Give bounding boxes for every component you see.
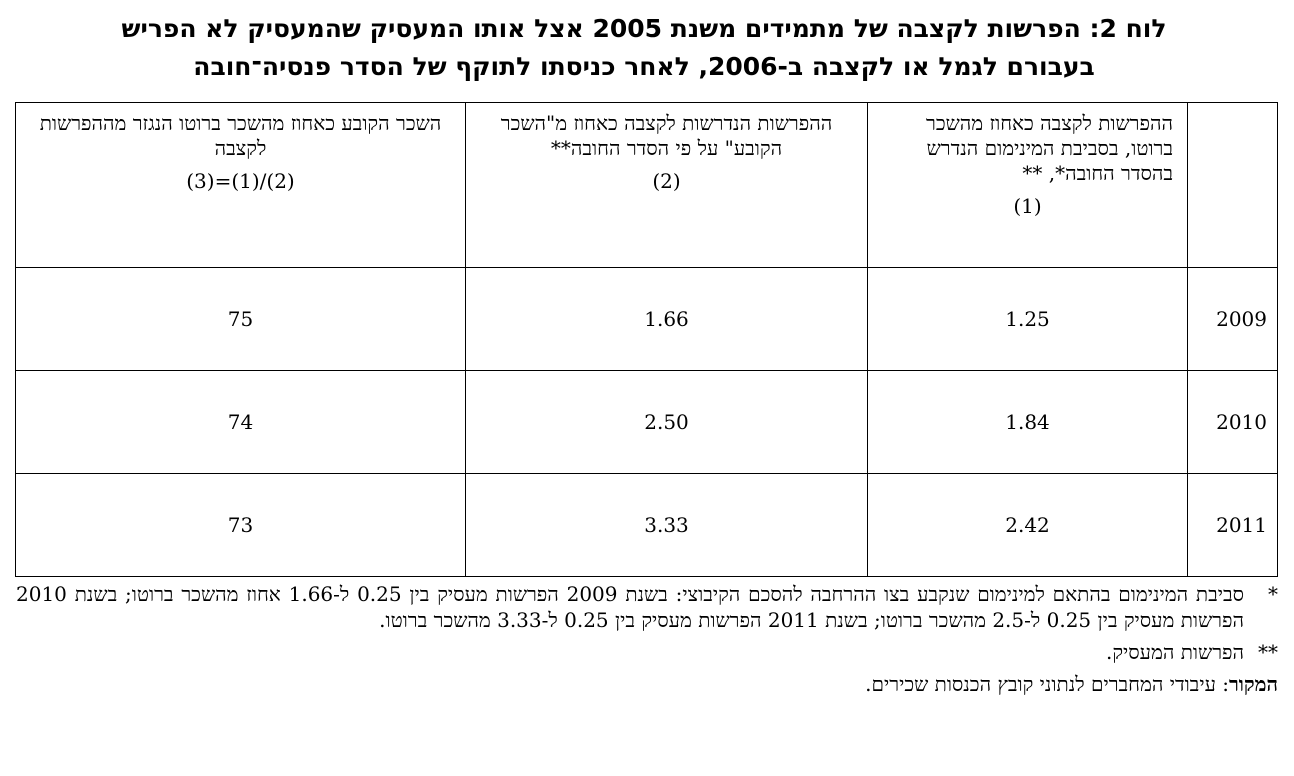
- footnote-1-mark: *: [1268, 582, 1278, 606]
- header-column-3-number: (3)=(1)/(2): [186, 169, 295, 193]
- footnotes: * סביבת המינימום בהתאם למינימום שנקבע בצ…: [16, 581, 1278, 697]
- cell-column-3: 75: [15, 267, 466, 371]
- header-column-2: ההפרשות הנדרשות לקצבה כאחוז מ"השכר הקובע…: [465, 102, 868, 268]
- contributions-table: ההפרשות לקצבה כאחוז מהשכר ברוטו, בסביבת …: [15, 102, 1278, 577]
- source-label: המקור: [1228, 672, 1278, 696]
- header-column-1-number: (1): [1013, 194, 1042, 218]
- footnote-2: ** הפרשות המעסיק.: [16, 639, 1278, 665]
- table-header-row: ההפרשות לקצבה כאחוז מהשכר ברוטו, בסביבת …: [15, 102, 1278, 268]
- cell-column-2: 2.50: [465, 370, 868, 474]
- footnote-1-text: סביבת המינימום בהתאם למינימום שנקבע בצו …: [16, 582, 1244, 632]
- header-column-3: השכר הקובע כאחוז מהשכר ברוטו הנגזר מההפר…: [15, 102, 466, 268]
- header-column-1: ההפרשות לקצבה כאחוז מהשכר ברוטו, בסביבת …: [867, 102, 1188, 268]
- footnote-2-text: הפרשות המעסיק.: [1106, 640, 1244, 664]
- source-text: : עיבודי המחברים לנתוני קובץ הכנסות שכיר…: [865, 672, 1229, 696]
- cell-column-1: 2.42: [867, 473, 1188, 577]
- footnote-1: * סביבת המינימום בהתאם למינימום שנקבע בצ…: [16, 581, 1278, 633]
- table-row: 2010 1.84 2.50 74: [15, 370, 1278, 474]
- cell-column-3: 73: [15, 473, 466, 577]
- table-title-line-2: בעבורם לגמל או לקצבה ב-2006, לאחר כניסתו…: [193, 52, 1095, 81]
- cell-column-1: 1.25: [867, 267, 1188, 371]
- row-year: 2009: [1187, 267, 1278, 371]
- table-row: 2009 1.25 1.66 75: [15, 267, 1278, 371]
- table-row: 2011 2.42 3.33 73: [15, 473, 1278, 577]
- cell-column-2: 3.33: [465, 473, 868, 577]
- cell-column-1: 1.84: [867, 370, 1188, 474]
- header-column-2-number: (2): [652, 169, 681, 193]
- header-column-3-text: השכר הקובע כאחוז מהשכר ברוטו הנגזר מההפר…: [39, 111, 442, 160]
- table-title: לוח 2: הפרשות לקצבה של מתמידים משנת 2005…: [16, 10, 1278, 86]
- row-year: 2010: [1187, 370, 1278, 474]
- cell-column-2: 1.66: [465, 267, 868, 371]
- table-title-line-1: לוח 2: הפרשות לקצבה של מתמידים משנת 2005…: [121, 14, 1167, 43]
- source-note: המקור: עיבודי המחברים לנתוני קובץ הכנסות…: [16, 671, 1278, 697]
- header-column-2-text: ההפרשות הנדרשות לקצבה כאחוז מ"השכר הקובע…: [500, 111, 833, 160]
- header-year-column: [1187, 102, 1278, 268]
- row-year: 2011: [1187, 473, 1278, 577]
- header-column-1-text: ההפרשות לקצבה כאחוז מהשכר ברוטו, בסביבת …: [926, 111, 1173, 185]
- cell-column-3: 74: [15, 370, 466, 474]
- document-page: לוח 2: הפרשות לקצבה של מתמידים משנת 2005…: [15, 10, 1278, 703]
- footnote-2-mark: **: [1258, 640, 1278, 664]
